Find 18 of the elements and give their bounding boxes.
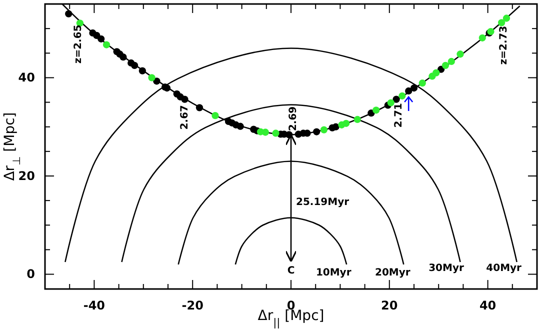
annotation: 2.67 [179,104,190,130]
annotation: 40Myr [486,262,522,274]
x-tick-label: -20 [182,298,204,313]
x-tick-label: -40 [83,298,106,313]
x-tick-label: 40 [479,298,496,313]
annotation: 30Myr [428,262,464,274]
annotation: 25.19Myr [296,196,350,208]
annotation: 2.69 [288,106,298,132]
annotation: C [287,264,295,276]
annotation: 20Myr [375,266,410,278]
annotation: 10Myr [316,266,352,278]
x-tick-label: 20 [381,298,398,313]
y-tick-label: 20 [18,168,35,183]
y-tick-label: 0 [26,267,35,282]
annotation: 2.71 [392,102,404,128]
y-tick-label: 40 [18,70,35,85]
annotation: z=2.65 [72,24,84,64]
annotation: z=2.73 [498,26,509,65]
